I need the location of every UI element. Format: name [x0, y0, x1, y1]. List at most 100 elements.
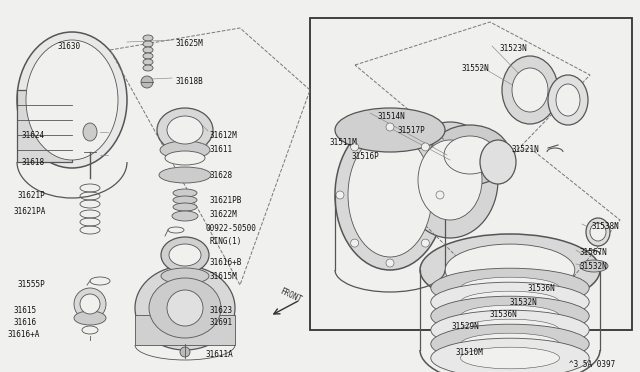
Ellipse shape: [143, 65, 153, 71]
Text: 31621PA: 31621PA: [14, 207, 46, 216]
Text: 31621PB: 31621PB: [210, 196, 243, 205]
Ellipse shape: [167, 116, 203, 144]
Text: 31611: 31611: [210, 145, 233, 154]
Ellipse shape: [157, 108, 213, 152]
Ellipse shape: [420, 234, 600, 306]
Ellipse shape: [143, 41, 153, 47]
Text: 31567N: 31567N: [580, 248, 608, 257]
Text: 31628: 31628: [210, 171, 233, 180]
Ellipse shape: [74, 311, 106, 325]
Ellipse shape: [173, 203, 197, 211]
Ellipse shape: [445, 244, 575, 296]
Text: 31621P: 31621P: [18, 191, 45, 200]
Text: 31611A: 31611A: [205, 350, 233, 359]
Ellipse shape: [461, 291, 559, 313]
Text: 31624: 31624: [22, 131, 45, 140]
Bar: [17, 90, 72, 162]
Text: 31625M: 31625M: [175, 39, 203, 48]
Text: 31691: 31691: [210, 318, 233, 327]
Text: 31616+A: 31616+A: [8, 330, 40, 339]
Text: FRONT: FRONT: [278, 287, 303, 305]
Ellipse shape: [351, 239, 358, 247]
Ellipse shape: [172, 211, 198, 221]
Bar: [135, 315, 235, 345]
Ellipse shape: [335, 120, 445, 270]
Ellipse shape: [512, 68, 548, 112]
Ellipse shape: [436, 191, 444, 199]
Ellipse shape: [348, 133, 432, 257]
Text: 31516P: 31516P: [352, 152, 380, 161]
Ellipse shape: [161, 268, 209, 284]
Text: 31532N: 31532N: [510, 298, 538, 307]
Ellipse shape: [83, 123, 97, 141]
Ellipse shape: [431, 338, 589, 372]
Text: 31521N: 31521N: [512, 145, 540, 154]
Text: 31622M: 31622M: [210, 210, 237, 219]
Ellipse shape: [143, 53, 153, 59]
Ellipse shape: [461, 305, 559, 327]
Text: 31514N: 31514N: [378, 112, 406, 121]
Ellipse shape: [336, 191, 344, 199]
Bar: [310, 18, 632, 330]
Text: 31612M: 31612M: [210, 131, 237, 140]
Ellipse shape: [74, 288, 106, 320]
Text: 31538N: 31538N: [592, 222, 620, 231]
Ellipse shape: [26, 40, 118, 160]
Ellipse shape: [386, 123, 394, 131]
Ellipse shape: [143, 35, 153, 41]
Ellipse shape: [431, 282, 589, 322]
Ellipse shape: [444, 136, 496, 174]
Ellipse shape: [556, 84, 580, 116]
Ellipse shape: [461, 333, 559, 355]
Ellipse shape: [586, 218, 610, 246]
Ellipse shape: [149, 278, 221, 338]
Text: 31552N: 31552N: [462, 64, 490, 73]
Ellipse shape: [180, 347, 190, 357]
Ellipse shape: [580, 260, 608, 272]
Text: 31532N: 31532N: [580, 262, 608, 271]
Text: 31616: 31616: [14, 318, 37, 327]
Ellipse shape: [335, 108, 445, 152]
Ellipse shape: [430, 125, 510, 185]
Text: 31615M: 31615M: [210, 272, 237, 281]
Text: 31630: 31630: [57, 42, 80, 51]
Ellipse shape: [431, 268, 589, 308]
Ellipse shape: [548, 75, 588, 125]
Ellipse shape: [461, 319, 559, 341]
Ellipse shape: [143, 59, 153, 65]
Text: 31623: 31623: [210, 306, 233, 315]
Ellipse shape: [17, 32, 127, 168]
Ellipse shape: [418, 140, 482, 220]
Text: 31615: 31615: [14, 306, 37, 315]
Ellipse shape: [169, 244, 201, 266]
Text: 31618B: 31618B: [175, 77, 203, 86]
Ellipse shape: [480, 140, 516, 184]
Ellipse shape: [173, 196, 197, 204]
Text: 31616+B: 31616+B: [210, 258, 243, 267]
Ellipse shape: [173, 189, 197, 197]
Ellipse shape: [502, 56, 558, 124]
Ellipse shape: [421, 239, 429, 247]
Ellipse shape: [421, 143, 429, 151]
Text: RING(1): RING(1): [210, 237, 243, 246]
Ellipse shape: [461, 277, 559, 299]
Ellipse shape: [167, 290, 203, 326]
Ellipse shape: [143, 47, 153, 53]
Text: ^3 5A 0397: ^3 5A 0397: [569, 360, 615, 369]
Ellipse shape: [141, 76, 153, 88]
Ellipse shape: [351, 143, 358, 151]
Ellipse shape: [159, 167, 211, 183]
Ellipse shape: [402, 122, 498, 238]
Text: 31511M: 31511M: [330, 138, 358, 147]
Text: 31536N: 31536N: [490, 310, 518, 319]
Text: 31536N: 31536N: [528, 284, 556, 293]
Text: 31555P: 31555P: [18, 280, 45, 289]
Text: 00922-50500: 00922-50500: [205, 224, 256, 233]
Ellipse shape: [160, 141, 210, 159]
Ellipse shape: [431, 324, 589, 364]
Ellipse shape: [431, 296, 589, 336]
Text: 31510M: 31510M: [455, 348, 483, 357]
Text: 31517P: 31517P: [398, 126, 426, 135]
Ellipse shape: [161, 237, 209, 273]
Ellipse shape: [80, 294, 100, 314]
